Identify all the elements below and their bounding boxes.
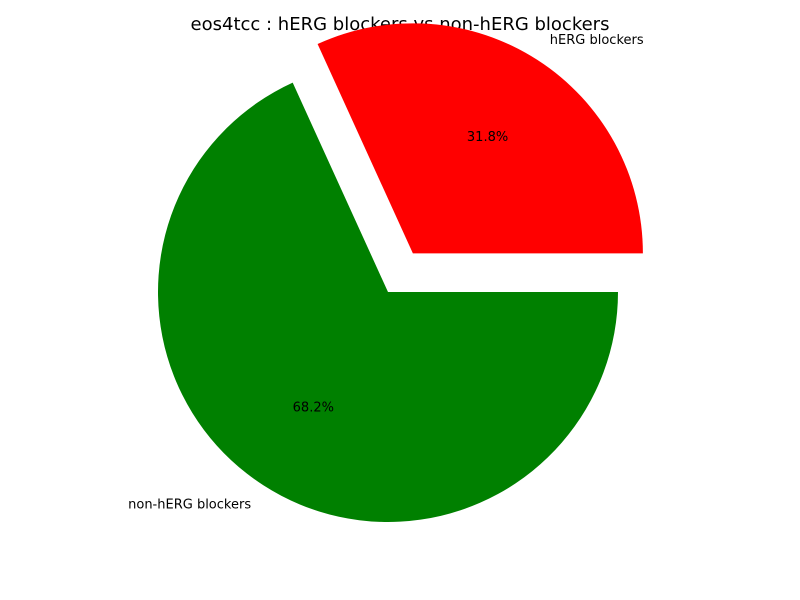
pie-slice-label: non-hERG blockers <box>128 497 251 512</box>
pie-slice-herg-blockers <box>317 23 643 254</box>
pie-slice-label: hERG blockers <box>550 33 644 48</box>
pie-percent-label: 31.8% <box>467 130 508 145</box>
pie-percent-label: 68.2% <box>293 401 334 416</box>
pie-slice-non-herg-blockers <box>157 82 618 522</box>
pie-slices: 31.8% hERG blockers 68.2% non-hERG blockers <box>128 23 644 522</box>
